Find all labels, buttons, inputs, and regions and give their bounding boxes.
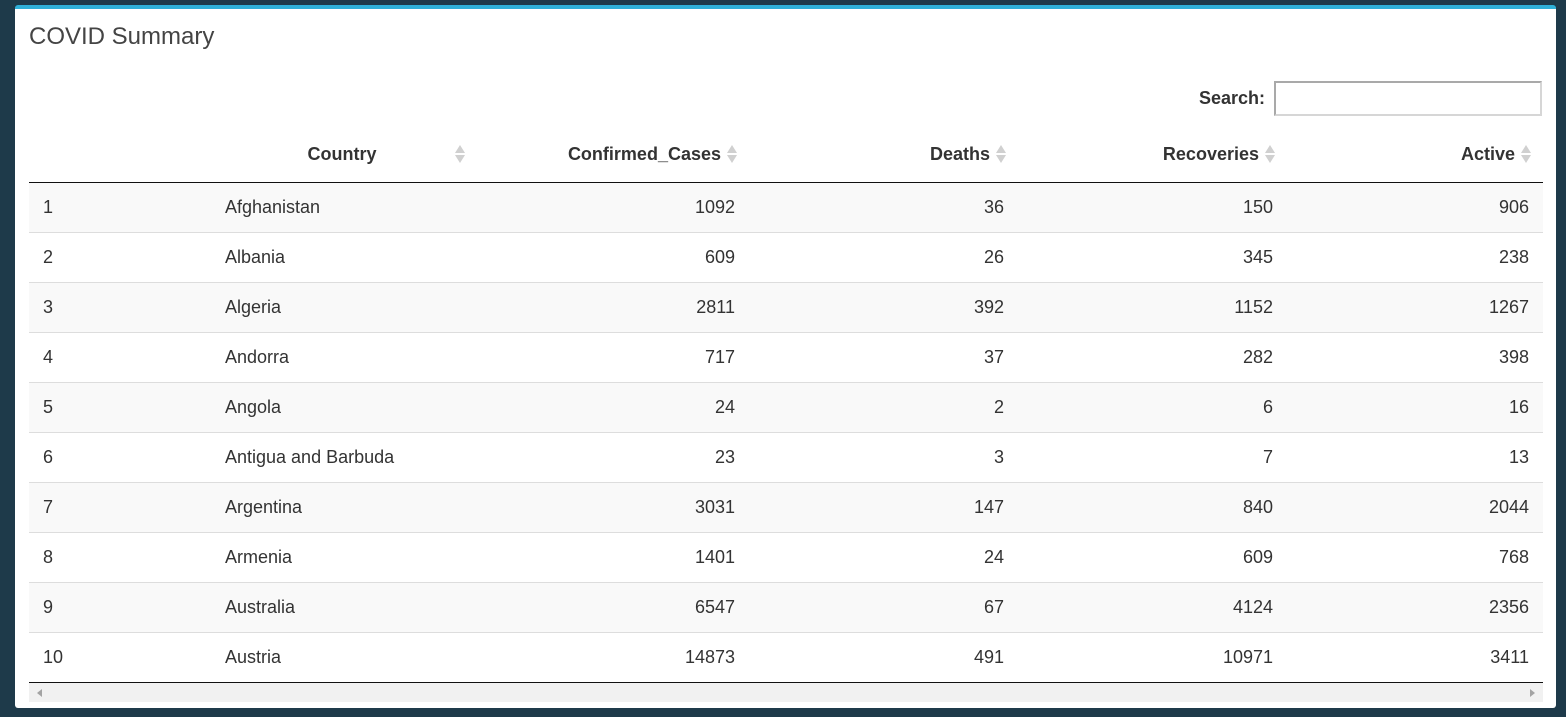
table-container: Country Confirmed_Cases Deaths [29,127,1543,683]
cell-active: 2044 [1287,481,1543,532]
sort-icon[interactable] [1265,145,1275,164]
cell-recoveries: 7 [1018,431,1287,482]
cell-recoveries: 609 [1018,531,1287,582]
cell-country: Albania [211,231,473,282]
table-row[interactable]: 9 Australia 6547 67 4124 2356 [29,581,1543,632]
cell-confirmed: 609 [473,231,749,282]
cell-deaths: 2 [749,381,1018,432]
table-header: Country Confirmed_Cases Deaths [29,127,1543,183]
search-container: Search: [1199,81,1542,116]
cell-deaths: 147 [749,481,1018,532]
scroll-right-arrow-icon[interactable] [1530,689,1535,697]
column-header-label: Deaths [929,143,990,164]
cell-deaths: 3 [749,431,1018,482]
cell-index: 4 [29,331,211,382]
cell-confirmed: 24 [473,381,749,432]
cell-active: 398 [1287,331,1543,382]
cell-recoveries: 6 [1018,381,1287,432]
table-row[interactable]: 7 Argentina 3031 147 840 2044 [29,481,1543,532]
cell-active: 768 [1287,531,1543,582]
cell-index: 8 [29,531,211,582]
cell-recoveries: 4124 [1018,581,1287,632]
search-label: Search: [1198,88,1265,108]
cell-recoveries: 345 [1018,231,1287,282]
cell-country: Argentina [211,481,473,532]
table-row[interactable]: 1 Afghanistan 1092 36 150 906 [29,182,1543,232]
covid-table: Country Confirmed_Cases Deaths [29,127,1543,683]
cell-deaths: 491 [749,631,1018,683]
cell-active: 3411 [1287,631,1543,683]
table-row[interactable]: 4 Andorra 717 37 282 398 [29,331,1543,382]
column-header-recoveries[interactable]: Recoveries [1018,127,1287,183]
cell-confirmed: 1401 [473,531,749,582]
cell-confirmed: 6547 [473,581,749,632]
cell-deaths: 26 [749,231,1018,282]
cell-index: 1 [29,182,211,232]
cell-deaths: 37 [749,331,1018,382]
column-header-label: Active [1460,143,1515,164]
column-header-confirmed-cases[interactable]: Confirmed_Cases [473,127,749,183]
cell-index: 7 [29,481,211,532]
search-input[interactable] [1274,81,1542,116]
cell-deaths: 24 [749,531,1018,582]
cell-country: Australia [211,581,473,632]
cell-confirmed: 2811 [473,281,749,332]
cell-active: 13 [1287,431,1543,482]
cell-country: Andorra [211,331,473,382]
cell-index: 2 [29,231,211,282]
cell-deaths: 67 [749,581,1018,632]
cell-deaths: 36 [749,182,1018,232]
column-header-country[interactable]: Country [211,127,473,183]
cell-recoveries: 282 [1018,331,1287,382]
cell-index: 10 [29,631,211,683]
cell-active: 906 [1287,182,1543,232]
column-header-index[interactable] [29,127,211,183]
column-header-label: Confirmed_Cases [567,143,721,164]
cell-recoveries: 840 [1018,481,1287,532]
cell-country: Algeria [211,281,473,332]
cell-index: 5 [29,381,211,432]
cell-confirmed: 23 [473,431,749,482]
cell-recoveries: 10971 [1018,631,1287,683]
table-row[interactable]: 5 Angola 24 2 6 16 [29,381,1543,432]
cell-active: 2356 [1287,581,1543,632]
cell-confirmed: 3031 [473,481,749,532]
sort-icon[interactable] [1521,145,1531,164]
cell-active: 16 [1287,381,1543,432]
cell-country: Armenia [211,531,473,582]
box-title: COVID Summary [29,23,215,50]
cell-recoveries: 150 [1018,182,1287,232]
cell-confirmed: 14873 [473,631,749,683]
sort-icon[interactable] [455,145,465,164]
cell-deaths: 392 [749,281,1018,332]
sort-icon[interactable] [996,145,1006,164]
table-row[interactable]: 8 Armenia 1401 24 609 768 [29,531,1543,582]
column-header-label: Country [307,143,377,164]
cell-active: 1267 [1287,281,1543,332]
table-body: 1 Afghanistan 1092 36 150 906 2 Albania … [29,182,1543,683]
horizontal-scrollbar[interactable] [29,683,1543,702]
table-row[interactable]: 3 Algeria 2811 392 1152 1267 [29,281,1543,332]
cell-active: 238 [1287,231,1543,282]
column-header-deaths[interactable]: Deaths [749,127,1018,183]
column-header-label: Recoveries [1162,143,1259,164]
cell-country: Angola [211,381,473,432]
cell-index: 6 [29,431,211,482]
column-header-active[interactable]: Active [1287,127,1543,183]
cell-country: Austria [211,631,473,683]
cell-confirmed: 717 [473,331,749,382]
cell-country: Afghanistan [211,182,473,232]
cell-index: 3 [29,281,211,332]
table-row[interactable]: 10 Austria 14873 491 10971 3411 [29,631,1543,683]
table-row[interactable]: 2 Albania 609 26 345 238 [29,231,1543,282]
table-row[interactable]: 6 Antigua and Barbuda 23 3 7 13 [29,431,1543,482]
cell-country: Antigua and Barbuda [211,431,473,482]
cell-index: 9 [29,581,211,632]
cell-recoveries: 1152 [1018,281,1287,332]
covid-summary-box: COVID Summary Search: [15,5,1556,708]
sort-icon[interactable] [727,145,737,164]
cell-confirmed: 1092 [473,182,749,232]
scroll-left-arrow-icon[interactable] [37,689,42,697]
